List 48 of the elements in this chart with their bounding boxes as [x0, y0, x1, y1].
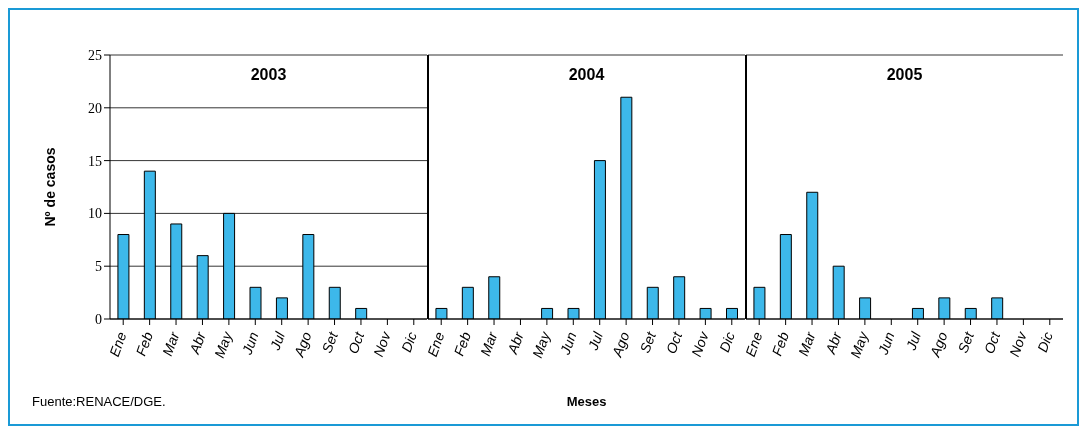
- y-tick-label: 25: [88, 47, 102, 63]
- text: 2004: [567, 66, 606, 85]
- x-tick-label: Jun: [556, 329, 580, 358]
- x-tick-label: Dic: [716, 329, 739, 355]
- x-tick-label: Ene: [105, 329, 130, 359]
- text: 2005: [885, 66, 924, 85]
- x-tick-label: Oct: [344, 328, 368, 356]
- x-tick-label: Oct: [980, 328, 1004, 356]
- x-tick-label: Mar: [795, 328, 819, 358]
- x-tick-label: Abr: [821, 328, 846, 357]
- text: 2003: [249, 66, 288, 85]
- x-tick-label: Abr: [503, 328, 528, 357]
- x-tick-label: Ago: [290, 329, 315, 360]
- x-tick-label: May: [847, 328, 872, 361]
- x-tick-label: Feb: [132, 329, 156, 358]
- x-tick-label: Set: [954, 328, 978, 356]
- x-tick-label: Mar: [477, 328, 501, 358]
- x-tick-label: Mar: [159, 328, 183, 358]
- y-tick-label: 10: [88, 206, 102, 222]
- y-tick-label: 15: [88, 153, 102, 169]
- x-tick-label: Jul: [584, 328, 607, 354]
- x-tick-label: Set: [318, 328, 342, 356]
- x-tick-label: Nov: [688, 328, 713, 359]
- x-tick-label: Ene: [423, 329, 448, 359]
- x-tick-label: Dic: [398, 329, 421, 355]
- x-tick-label: Jul: [266, 328, 289, 354]
- x-tick-label: Ago: [608, 329, 633, 360]
- x-axis-title: Meses: [565, 394, 608, 409]
- x-tick-label: Set: [636, 328, 660, 356]
- x-tick-label: Nov: [1006, 328, 1031, 359]
- x-tick-label: Feb: [768, 329, 792, 358]
- x-tick-label: Dic: [1034, 329, 1057, 355]
- x-tick-label: May: [529, 328, 554, 361]
- x-tick-label: Feb: [450, 329, 474, 358]
- y-tick-label: 20: [88, 100, 102, 116]
- y-tick-label: 0: [95, 311, 102, 327]
- x-tick-label: Ene: [741, 329, 766, 359]
- x-tick-label: Nov: [370, 328, 395, 359]
- x-tick-label: Ago: [926, 329, 951, 360]
- x-tick-label: May: [211, 328, 236, 361]
- y-axis-title: Nº de casos: [42, 147, 58, 227]
- x-tick-label: Jun: [874, 329, 898, 358]
- x-tick-label: Abr: [185, 328, 210, 357]
- x-tick-label: Jul: [902, 328, 925, 354]
- x-tick-label: Jun: [238, 329, 262, 358]
- y-tick-label: 5: [95, 259, 102, 275]
- x-tick-label: Oct: [662, 328, 686, 356]
- source-note: Fuente:RENACE/DGE.: [32, 394, 166, 409]
